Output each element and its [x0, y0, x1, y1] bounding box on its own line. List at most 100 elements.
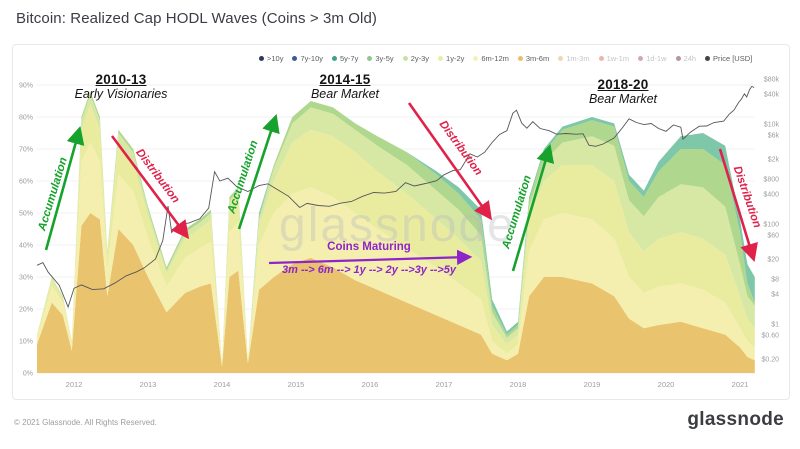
- y-right-tick: $0.60: [761, 333, 779, 340]
- legend-item--10y[interactable]: >10y: [259, 54, 283, 63]
- band-2y-3y: [37, 94, 755, 364]
- y-right-tick: $20: [767, 257, 779, 264]
- x-axis-tick: 2020: [658, 380, 675, 389]
- y-right-tick: $100: [763, 222, 779, 229]
- legend-color-dot-icon: [598, 56, 604, 61]
- coins-maturing-sequence: 3m --> 6m --> 1y --> 2y -->3y -->5y: [282, 264, 456, 276]
- y-right-tick: $400: [763, 192, 779, 199]
- legend: >10y 7y-10y 5y-7y 3y-5y 2y-3y 1y-2y 6m-12m 3m-6…: [259, 54, 752, 63]
- era-years: 2018-20: [597, 77, 649, 92]
- x-axis-tick: 2019: [584, 380, 601, 389]
- y-right-tick: $6k: [768, 133, 780, 140]
- y-right-tick: $1: [771, 322, 779, 329]
- band-3m-6m: [37, 213, 755, 373]
- legend-item-24h[interactable]: 24h: [675, 54, 696, 63]
- y-right-tick: $4: [771, 292, 779, 299]
- y-left-tick: 20%: [19, 307, 33, 314]
- legend-item-3y-5y[interactable]: 3y-5y: [367, 54, 394, 63]
- x-axis-tick: 2012: [66, 380, 83, 389]
- x-axis-tick: 2016: [362, 380, 379, 389]
- y-left-tick: 80%: [19, 115, 33, 122]
- x-axis-tick: 2015: [288, 380, 305, 389]
- era-years: 2014-15: [319, 72, 371, 87]
- band-1y-2y: [37, 104, 755, 364]
- coins-maturing-title: Coins Maturing: [327, 241, 411, 253]
- y-right-tick: $40k: [764, 92, 780, 99]
- legend-item-label: 7y-10y: [300, 54, 323, 63]
- x-axis-tick: 2014: [214, 380, 231, 389]
- legend-color-dot-icon: [473, 56, 479, 61]
- era-subtitle: Early Visionaries: [74, 87, 168, 101]
- y-left-tick: 0%: [23, 371, 33, 378]
- coins-maturing-arrow: [268, 249, 473, 266]
- accumulation-arrow: [44, 125, 85, 251]
- legend-color-dot-icon: [517, 56, 523, 61]
- x-axis-tick: 2021: [732, 380, 749, 389]
- legend-item-label: 1d-1w: [646, 54, 667, 63]
- distribution-arrow: [110, 135, 190, 240]
- legend-color-dot-icon: [675, 56, 681, 61]
- accumulation-arrow: [511, 144, 555, 272]
- legend-item-5y-7y[interactable]: 5y-7y: [332, 54, 358, 63]
- legend-color-dot-icon: [638, 56, 644, 61]
- legend-item-7y-10y[interactable]: 7y-10y: [292, 54, 323, 63]
- legend-item-label: 1m-3m: [566, 54, 590, 63]
- hodl-waves-chart[interactable]: glassnode0%10%20%30%40%50%60%70%80%90%$8…: [13, 45, 789, 399]
- legend-item-label: 3m-6m: [525, 54, 550, 63]
- distribution-arrow: [407, 102, 493, 221]
- y-left-tick: 70%: [19, 147, 33, 154]
- y-left-tick: 90%: [19, 83, 33, 90]
- legend-color-dot-icon: [438, 56, 444, 61]
- era-years: 2010-13: [95, 72, 147, 87]
- y-left-tick: 10%: [19, 339, 33, 346]
- legend-color-dot-icon: [292, 56, 298, 61]
- chart-title: Bitcoin: Realized Cap HODL Waves (Coins …: [16, 10, 377, 27]
- legend-color-dot-icon: [367, 56, 373, 61]
- accumulation-arrow: [237, 114, 280, 230]
- legend-item-1m-3m[interactable]: 1m-3m: [558, 54, 590, 63]
- legend-item-label: 2y-3y: [410, 54, 430, 63]
- chart-card: glassnode 0% 10% 20% 30% 40% 50% 60% 70% 80% 90% $8…: [12, 44, 790, 400]
- legend-item-label: 1y-2y: [446, 54, 465, 63]
- y-right-tick: $10k: [764, 122, 780, 129]
- x-axis-tick: 2018: [510, 380, 527, 389]
- era-annotation: 2010-13 Early Visionaries: [75, 72, 168, 101]
- y-left-tick: 40%: [19, 243, 33, 250]
- y-left-tick: 50%: [19, 211, 33, 218]
- legend-item-label: 5y-7y: [340, 54, 359, 63]
- legend-color-dot-icon: [705, 56, 711, 61]
- legend-color-dot-icon: [332, 56, 337, 61]
- y-right-tick: $80k: [764, 76, 780, 83]
- y-right-tick: $2k: [768, 157, 780, 164]
- legend-color-dot-icon: [402, 56, 408, 61]
- legend-item-label: 3y-5y: [375, 54, 394, 63]
- legend-item-label: 6m-12m: [481, 54, 509, 63]
- legend-item-label: Price [USD]: [713, 54, 753, 63]
- y-left-tick: 30%: [19, 275, 33, 282]
- y-right-tick: $800: [763, 176, 779, 183]
- x-axis-tick: 2017: [436, 380, 453, 389]
- legend-color-dot-icon: [259, 56, 264, 61]
- legend-item-3m-6m[interactable]: 3m-6m: [517, 54, 550, 63]
- legend-item-1y-2y[interactable]: 1y-2y: [438, 54, 464, 63]
- distribution-arrow: [718, 148, 758, 262]
- legend-color-dot-icon: [558, 56, 564, 61]
- legend-item-2y-3y[interactable]: 2y-3y: [402, 54, 430, 63]
- era-annotation: 2014-15 Bear Market: [311, 72, 379, 101]
- footer-copyright: © 2021 Glassnode. All Rights Reserved.: [14, 418, 157, 427]
- legend-item-price-usd-[interactable]: Price [USD]: [705, 54, 752, 63]
- band-6m-12m: [37, 142, 755, 367]
- y-left-tick: 60%: [19, 179, 33, 186]
- x-axis-tick: 2013: [140, 380, 157, 389]
- legend-item-label: >10y: [267, 54, 284, 63]
- era-annotation: 2018-20 Bear Market: [589, 77, 657, 106]
- era-subtitle: Bear Market: [588, 92, 658, 106]
- legend-item-1w-1m[interactable]: 1w-1m: [598, 54, 630, 63]
- y-right-tick: $0.20: [761, 357, 779, 364]
- glassnode-logo: glassnode: [687, 409, 784, 430]
- legend-item-label: 1w-1m: [606, 54, 630, 63]
- legend-item-6m-12m[interactable]: 6m-12m: [473, 54, 509, 63]
- legend-item-1d-1w[interactable]: 1d-1w: [638, 54, 667, 63]
- era-subtitle: Bear Market: [310, 87, 380, 101]
